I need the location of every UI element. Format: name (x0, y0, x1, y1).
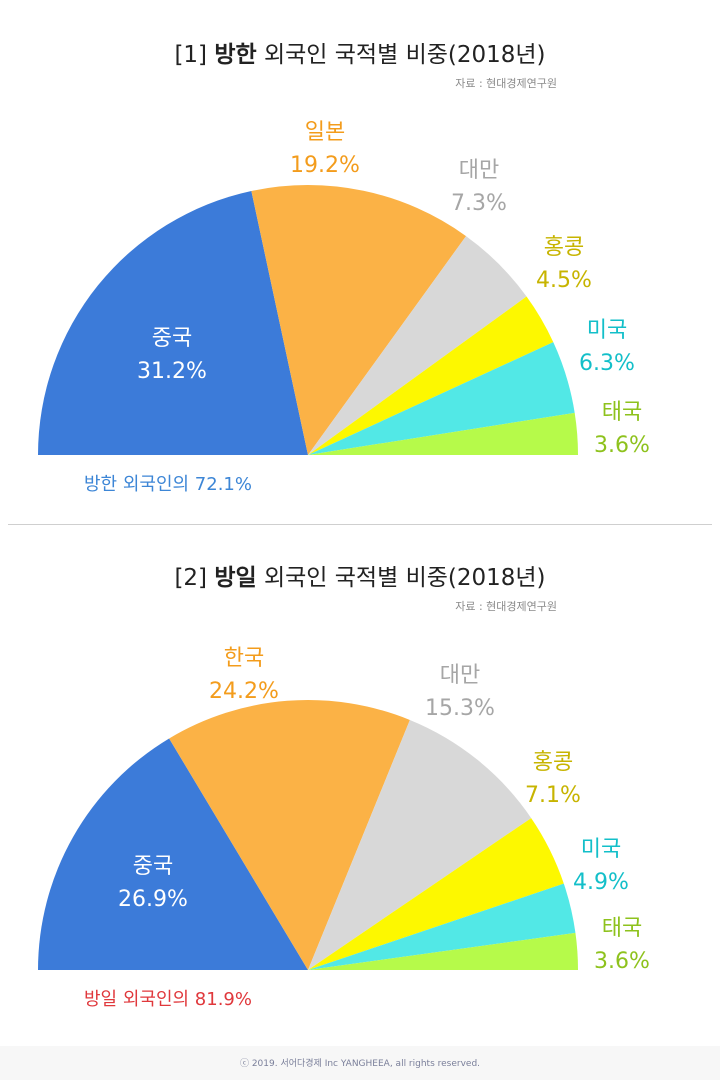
chart-1-slice-2-value-label: 19.2% (290, 153, 360, 178)
chart-1-slice-3-value-label: 7.3% (451, 191, 507, 216)
chart-1-title-prefix: [1] (174, 42, 214, 68)
chart-2-slice-6-name-label: 태국 (602, 916, 642, 941)
chart-1-slice-4 (308, 296, 554, 455)
chart-1-slice-5-value-label: 6.3% (579, 351, 635, 376)
chart-2-title: [2] 방일 외국인 국적별 비중(2018년) (174, 565, 545, 591)
chart-2-slice-4-value-label: 7.1% (525, 783, 581, 808)
chart-2-slice-4 (308, 818, 564, 970)
chart-1-half-pie: 중국 31.2% 일본 19.2% 대만 7.3% 홍콩 4.5% 미국 6.3% 태국 3.6% (38, 120, 650, 458)
chart-2-slice-6-value-label: 3.6% (594, 949, 650, 974)
footer-band (0, 1046, 720, 1080)
chart-1-slice-1 (38, 191, 308, 455)
chart-2-slice-1 (38, 738, 308, 970)
chart-1-slice-5-name-label: 미국 (587, 318, 627, 343)
section-divider (8, 524, 712, 525)
chart-2-total-label: 방일 외국인의 81.9% (84, 989, 252, 1010)
chart-1-slice-2-name-label: 일본 (305, 120, 345, 145)
chart-1-slice-2 (251, 185, 467, 456)
chart-2-slice-3 (308, 719, 532, 970)
chart-2-slice-2-value-label: 24.2% (209, 679, 279, 704)
chart-1-slice-6-name-label: 태국 (602, 400, 642, 425)
chart-1-slice-5 (308, 342, 575, 455)
chart-1-source: 자료 : 현대경제연구원 (455, 77, 557, 90)
chart-1-title-rest: 외국인 국적별 비중(2018년) (257, 42, 546, 68)
chart-1-slice-6-value-label: 3.6% (594, 433, 650, 458)
chart-2-slice-3-name-label: 대만 (440, 663, 480, 688)
chart-2-slice-5-value-label: 4.9% (573, 870, 629, 895)
chart-2-slice-1-value-label: 26.9% (118, 887, 188, 912)
chart-2-source: 자료 : 현대경제연구원 (455, 600, 557, 613)
chart-2-slice-1-name-label: 중국 (133, 854, 173, 879)
chart-1-slice-3 (308, 236, 527, 455)
chart-1-slice-3-name-label: 대만 (459, 158, 499, 183)
chart-1-total-label: 방한 외국인의 72.1% (84, 474, 252, 495)
chart-1-slice-1-name-label: 중국 (152, 326, 192, 351)
chart-2-title-bold: 방일 (214, 565, 256, 591)
chart-2-slice-5-name-label: 미국 (581, 837, 621, 862)
chart-2-title-rest: 외국인 국적별 비중(2018년) (257, 565, 546, 591)
chart-1-title-bold: 방한 (214, 42, 256, 68)
chart-1-title: [1] 방한 외국인 국적별 비중(2018년) (174, 42, 545, 68)
chart-2-slice-2-name-label: 한국 (224, 646, 264, 671)
chart-1-slice-4-value-label: 4.5% (536, 268, 592, 293)
chart-1-slice-6 (308, 412, 578, 455)
chart-2-slice-2 (169, 700, 410, 970)
copyright-text: ⓒ 2019. 서어다경제 Inc YANGHEEA, all rights r… (239, 1059, 481, 1069)
chart-2-half-pie: 중국 26.9% 한국 24.2% 대만 15.3% 홍콩 7.1% 미국 4.9% 태국 3.6% (38, 646, 650, 974)
chart-2-slice-6 (308, 932, 578, 970)
chart-1-slice-4-name-label: 홍콩 (544, 235, 584, 260)
chart-2-slice-5 (308, 883, 576, 970)
chart-2-slice-3-value-label: 15.3% (425, 696, 495, 721)
chart-2-slice-4-name-label: 홍콩 (533, 750, 573, 775)
chart-2-title-prefix: [2] (174, 565, 214, 591)
chart-1-slice-1-value-label: 31.2% (137, 359, 207, 384)
